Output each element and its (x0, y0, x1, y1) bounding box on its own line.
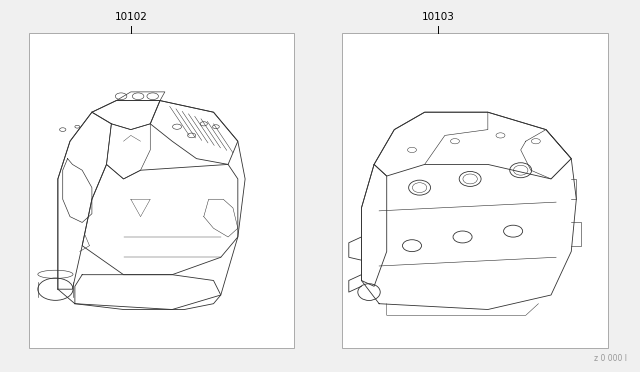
Text: 10103: 10103 (422, 12, 455, 22)
Bar (29, 33, 294, 348)
Text: 10102: 10102 (115, 12, 148, 22)
Text: z 0 000 l: z 0 000 l (594, 354, 627, 363)
Bar (342, 33, 608, 348)
